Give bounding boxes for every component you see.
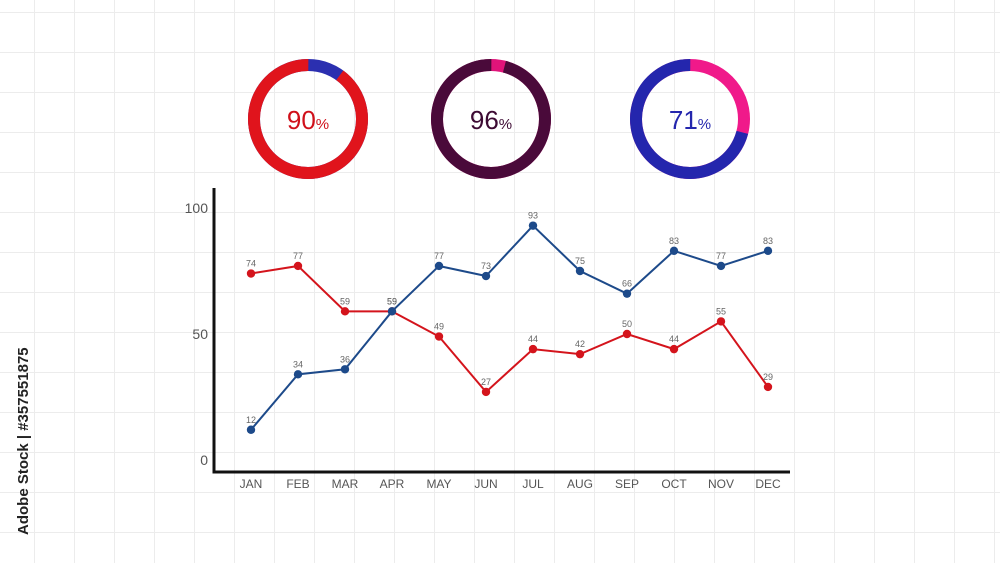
- gauge-label: 96%: [470, 105, 512, 135]
- data-point: [528, 344, 538, 354]
- data-label: 77: [293, 251, 303, 261]
- gauge-label: 71%: [669, 105, 711, 135]
- x-tick-label: APR: [380, 477, 405, 491]
- data-label: 66: [622, 279, 632, 289]
- data-point: [340, 365, 350, 374]
- data-point: [293, 261, 303, 271]
- gauge-2: 96%: [431, 58, 551, 179]
- series-1: 74 77 59 59 49 27 44 42 50 44 55 29: [246, 251, 773, 397]
- data-point: [763, 246, 773, 256]
- watermark: Adobe Stock | #357551875: [15, 347, 32, 535]
- data-label: 59: [387, 296, 397, 306]
- x-tick-label: MAY: [426, 477, 451, 491]
- data-label: 77: [434, 251, 444, 261]
- data-label: 29: [763, 372, 773, 382]
- data-point: [340, 307, 350, 316]
- series-2: 12 34 36 59 77 73 93 75 66 83 77 83: [246, 211, 773, 434]
- x-tick-label: AUG: [567, 477, 593, 491]
- data-point: [622, 289, 632, 298]
- data-point: [575, 266, 585, 276]
- x-tick-label: JAN: [240, 477, 263, 491]
- data-label: 44: [669, 334, 679, 344]
- data-label: 59: [387, 296, 397, 306]
- data-point: [434, 261, 444, 271]
- x-tick-label: NOV: [708, 477, 734, 491]
- data-label: 55: [716, 306, 726, 316]
- data-label: 27: [481, 377, 491, 387]
- x-tick-label: FEB: [286, 477, 309, 491]
- x-tick-label: MAR: [332, 477, 359, 491]
- data-label: 73: [481, 261, 491, 271]
- data-point: [575, 349, 585, 359]
- x-tick-label: JUN: [474, 477, 497, 491]
- y-tick-labels: 100 50 0: [185, 200, 209, 468]
- data-label: 50: [622, 319, 632, 329]
- gauge-3: 71%: [630, 59, 750, 179]
- data-point: [716, 317, 726, 326]
- gauge-label: 90%: [287, 105, 329, 135]
- chart-axes: [212, 188, 790, 474]
- gauge-fill: [630, 59, 750, 179]
- data-label: 75: [575, 256, 585, 266]
- gauge-value: 71: [669, 105, 698, 135]
- data-point: [528, 221, 538, 230]
- gauge-unit: %: [698, 116, 711, 133]
- data-point: [763, 382, 773, 392]
- data-point: [246, 269, 256, 278]
- data-label: 59: [340, 296, 350, 306]
- data-point: [387, 307, 397, 316]
- y-tick-label: 50: [192, 326, 208, 342]
- data-label: 83: [763, 236, 773, 246]
- gauge-fill: [431, 58, 551, 179]
- gauge-group: 90% 96% 71%: [248, 58, 750, 179]
- gauge-unit: %: [316, 116, 329, 133]
- data-label: 44: [528, 334, 538, 344]
- data-point: [481, 271, 491, 281]
- gauge-unit: %: [499, 116, 512, 133]
- y-tick-label: 100: [185, 200, 209, 216]
- data-point: [669, 246, 679, 256]
- line-chart: 100 50 0 JAN FEB MAR APR MAY JUN JUL AUG SEP OCT NOV…: [185, 188, 790, 491]
- series-line: [250, 264, 769, 394]
- data-label: 74: [246, 259, 256, 269]
- data-label: 77: [716, 251, 726, 261]
- data-label: 12: [246, 415, 256, 425]
- data-point: [716, 261, 726, 271]
- data-label: 93: [528, 211, 538, 221]
- data-label: 49: [434, 322, 444, 332]
- data-point: [434, 332, 444, 341]
- gauge-1: 90%: [248, 58, 368, 179]
- x-tick-label: OCT: [661, 477, 687, 491]
- data-point: [622, 329, 632, 339]
- data-point: [293, 370, 303, 379]
- data-point: [481, 387, 491, 397]
- x-tick-labels: JAN FEB MAR APR MAY JUN JUL AUG SEP OCT NOV DEC: [240, 477, 781, 491]
- gauge-value: 90: [287, 105, 316, 135]
- x-tick-label: JUL: [522, 477, 544, 491]
- data-point: [246, 425, 256, 434]
- gauge-value: 96: [470, 105, 499, 135]
- data-point: [669, 344, 679, 354]
- y-tick-label: 0: [200, 452, 208, 468]
- x-tick-label: DEC: [755, 477, 781, 491]
- gauge-fill: [248, 58, 368, 179]
- series-line: [250, 224, 769, 431]
- data-label: 83: [669, 236, 679, 246]
- data-label: 42: [575, 339, 585, 349]
- x-tick-label: SEP: [615, 477, 639, 491]
- data-label: 34: [293, 359, 303, 369]
- watermark-text: Adobe Stock | #357551875: [15, 347, 32, 535]
- data-label: 36: [340, 354, 350, 364]
